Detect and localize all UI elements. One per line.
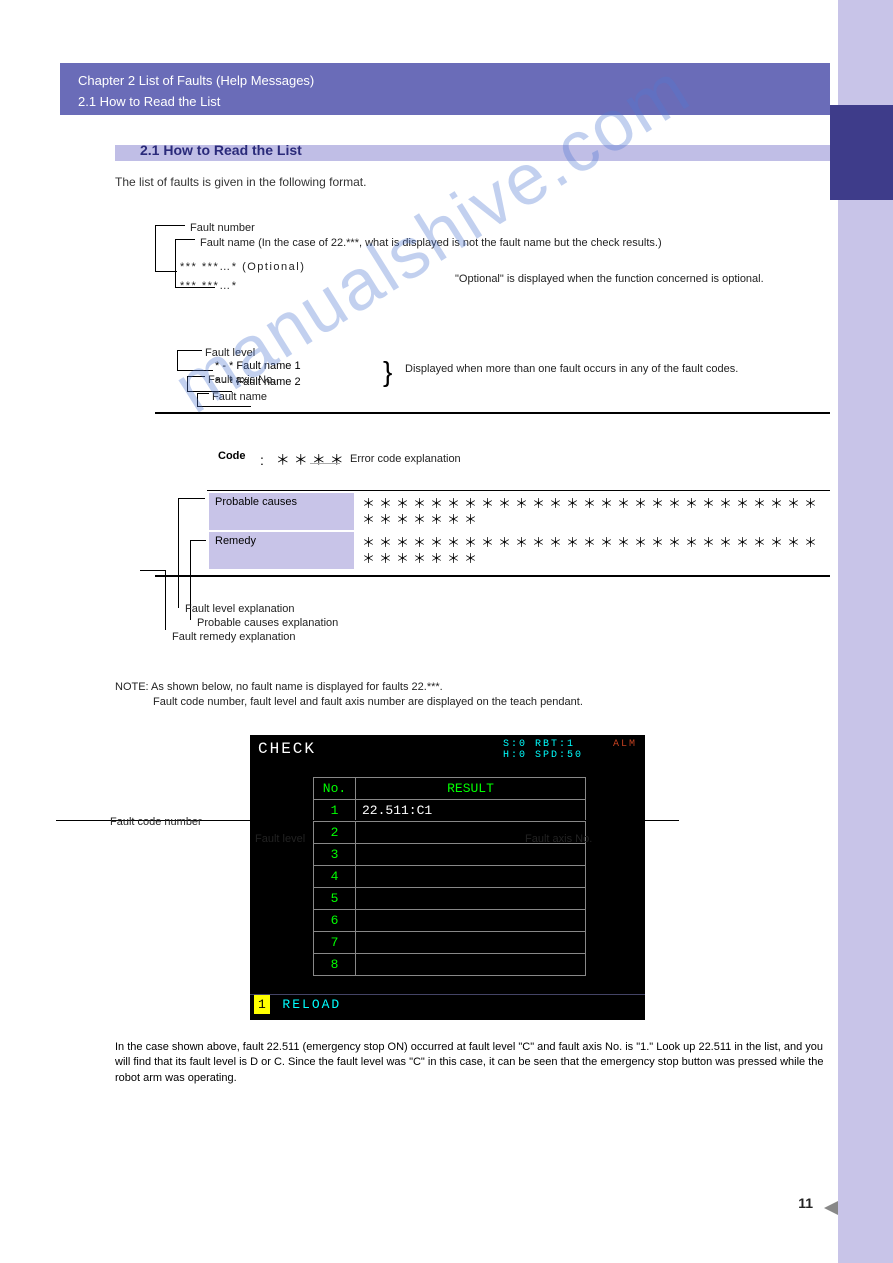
code-value: : ＊＊＊＊ xyxy=(260,450,348,470)
causes-stars: ＊＊＊＊＊＊＊＊＊＊＊＊＊＊＊＊＊＊＊＊＊＊＊＊＊＊＊＊＊＊＊＊＊＊ xyxy=(356,493,828,530)
remedy-stars: ＊＊＊＊＊＊＊＊＊＊＊＊＊＊＊＊＊＊＊＊＊＊＊＊＊＊＊＊＊＊＊＊＊＊ xyxy=(356,532,828,569)
label-fault-no: Fault number xyxy=(190,221,255,236)
page-arrow-icon xyxy=(824,1201,838,1215)
bracket-1 xyxy=(155,225,156,271)
tick-2 xyxy=(175,239,195,240)
row-no-4: 4 xyxy=(314,866,356,888)
tick-2b xyxy=(175,287,215,288)
check-explain: In the case shown above, fault 22.511 (e… xyxy=(115,1040,825,1086)
status-line-1: S:0 RBT:1 xyxy=(503,739,583,750)
exp-remedy: Fault remedy explanation xyxy=(172,630,296,645)
status-lines: S:0 RBT:1 H:0 SPD:50 xyxy=(503,739,583,761)
lb3 xyxy=(197,393,198,406)
tb-t2 xyxy=(190,540,206,541)
section-text: 2.1 How to Read the List xyxy=(78,94,812,111)
section-heading: 2.1 How to Read the List xyxy=(140,142,302,158)
bracket-2 xyxy=(175,239,176,287)
row-res-7 xyxy=(356,932,586,954)
cap-level: Fault level xyxy=(255,832,305,847)
row-no-1: 1 xyxy=(314,800,356,822)
code-underline xyxy=(310,463,340,464)
reload-bar: 1 RELOAD xyxy=(250,994,645,1020)
label-level: Fault level xyxy=(205,346,255,361)
remedy-label: Remedy xyxy=(209,532,354,569)
multi-fault-note: Displayed when more than one fault occur… xyxy=(405,362,785,377)
exp-causes: Probable causes explanation xyxy=(197,616,338,631)
label-fault-name: Fault name (In the case of 22.***, what … xyxy=(200,236,760,251)
row-res-8 xyxy=(356,954,586,976)
row-res-6 xyxy=(356,910,586,932)
status-line-2: H:0 SPD:50 xyxy=(503,750,583,761)
causes-label: Probable causes xyxy=(209,493,354,530)
cap-axis: Fault axis No. xyxy=(525,832,592,847)
chapter-text: Chapter 2 List of Faults (Help Messages) xyxy=(78,73,812,90)
causes-remedy-table: Probable causes ＊＊＊＊＊＊＊＊＊＊＊＊＊＊＊＊＊＊＊＊＊＊＊＊… xyxy=(207,490,830,571)
fault-name-row1: * - * Fault name 1 xyxy=(215,360,301,372)
chapter-banner: Chapter 2 List of Faults (Help Messages)… xyxy=(60,63,830,115)
hdr-result: RESULT xyxy=(356,778,586,800)
row-res-4 xyxy=(356,866,586,888)
row-no-3: 3 xyxy=(314,844,356,866)
tb-b3 xyxy=(165,570,166,630)
hr-top xyxy=(155,412,830,414)
note-line-1: NOTE: As shown below, no fault name is d… xyxy=(115,681,443,693)
check-table: No. RESULT 122.511:C1 2 3 4 5 6 7 8 xyxy=(313,777,586,976)
reload-text[interactable]: RELOAD xyxy=(282,997,341,1012)
row-res-5 xyxy=(356,888,586,910)
lbt3b xyxy=(197,406,251,407)
lbt2 xyxy=(187,376,205,377)
note-line-2: Fault code number, fault level and fault… xyxy=(153,696,583,708)
row-no-6: 6 xyxy=(314,910,356,932)
tb-b1 xyxy=(178,498,179,608)
side-tab xyxy=(830,105,893,200)
tb-t3 xyxy=(140,570,165,571)
exp-level: Fault level explanation xyxy=(185,602,294,617)
lbt1b xyxy=(177,370,213,371)
label-optional: "Optional" is displayed when the functio… xyxy=(455,272,764,287)
lbt3 xyxy=(197,393,209,394)
note-block: NOTE: As shown below, no fault name is d… xyxy=(115,680,825,710)
label-name-exp: Fault name xyxy=(212,390,267,405)
lb1 xyxy=(177,350,178,370)
lb2 xyxy=(187,376,188,391)
row-no-2: 2 xyxy=(314,822,356,844)
tick-1b xyxy=(155,271,177,272)
cap-code: Fault code number xyxy=(110,815,202,830)
tick-1 xyxy=(155,225,185,226)
row-no-5: 5 xyxy=(314,888,356,910)
sample-line-2: *** ***…* xyxy=(180,280,238,292)
row-res-1: 22.511:C1 xyxy=(356,800,586,822)
check-title: CHECK xyxy=(258,740,316,758)
alm-label: ALM xyxy=(613,739,637,750)
reload-key[interactable]: 1 xyxy=(254,995,270,1014)
page-number: 11 xyxy=(798,1195,813,1211)
row-no-8: 8 xyxy=(314,954,356,976)
hr-bottom xyxy=(155,575,830,577)
check-screen: CHECK S:0 RBT:1 H:0 SPD:50 ALM No. RESUL… xyxy=(250,735,645,1020)
brace-icon: } xyxy=(383,356,392,388)
hdr-no: No. xyxy=(314,778,356,800)
code-label: Code xyxy=(218,450,246,462)
label-axis: Fault axis No. xyxy=(208,373,275,388)
intro-text: The list of faults is given in the follo… xyxy=(115,175,366,189)
row-no-7: 7 xyxy=(314,932,356,954)
code-exp: Error code explanation xyxy=(350,452,461,467)
lbt1 xyxy=(177,350,202,351)
sample-line-1: *** ***…* (Optional) xyxy=(180,261,305,273)
tb-t1 xyxy=(178,498,205,499)
